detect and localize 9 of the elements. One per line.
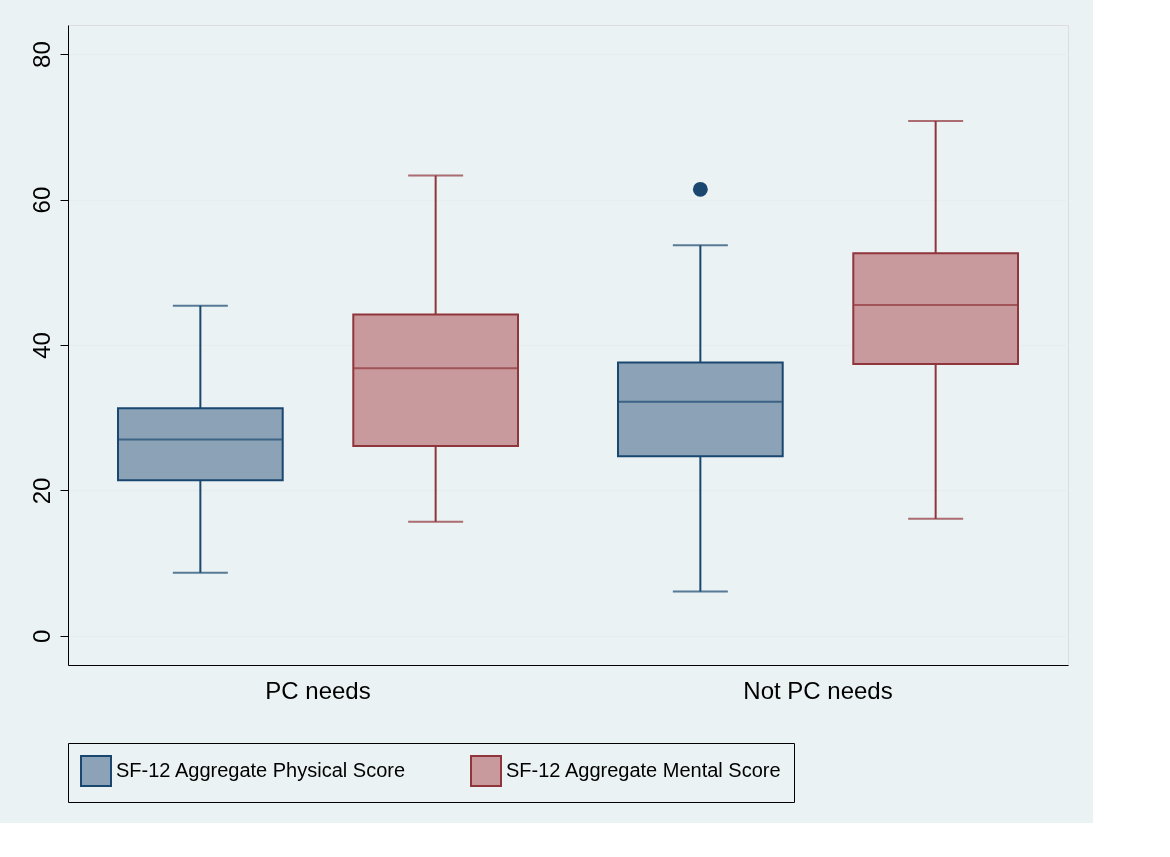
legend-label: SF-12 Aggregate Physical Score: [116, 759, 406, 781]
y-tick-label: 60: [27, 186, 55, 214]
y-tick-label: 80: [27, 41, 55, 68]
x-tick-label: PC needs: [265, 676, 371, 704]
y-tick-label: 20: [27, 477, 55, 505]
legend-label: SF-12 Aggregate Mental Score: [506, 759, 781, 781]
y-tick-label: 0: [27, 629, 55, 644]
x-tick-label: Not PC needs: [743, 676, 893, 704]
y-tick-label: 40: [27, 332, 55, 359]
